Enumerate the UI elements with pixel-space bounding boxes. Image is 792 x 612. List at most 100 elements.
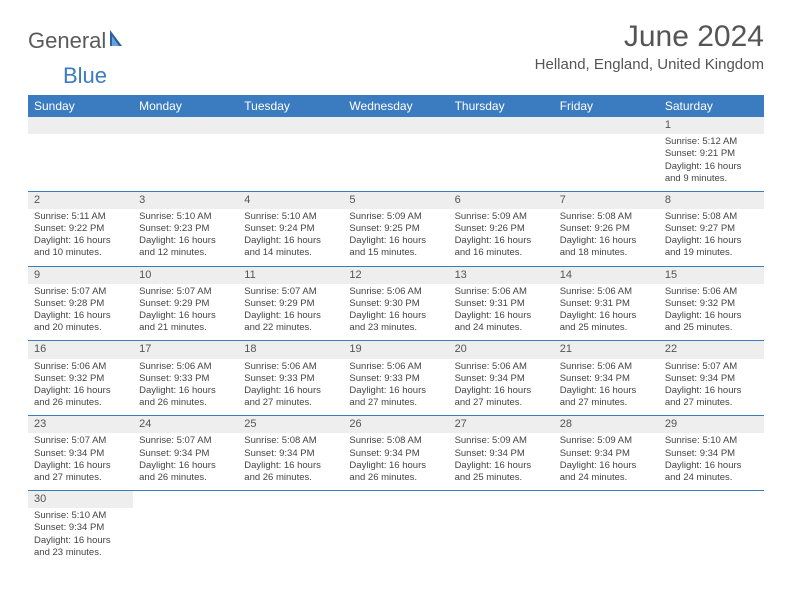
- calendar-cell: [343, 491, 448, 565]
- day-sunset: Sunset: 9:34 PM: [34, 448, 127, 460]
- day-number: 17: [133, 341, 238, 358]
- day-number: 27: [449, 416, 554, 433]
- day-content: Sunrise: 5:07 AMSunset: 9:34 PMDaylight:…: [659, 359, 764, 416]
- day-sunset: Sunset: 9:30 PM: [349, 298, 442, 310]
- calendar-cell: 19Sunrise: 5:06 AMSunset: 9:33 PMDayligh…: [343, 341, 448, 416]
- day-content: Sunrise: 5:08 AMSunset: 9:34 PMDaylight:…: [343, 433, 448, 490]
- calendar-cell: [238, 117, 343, 191]
- day-daylight1: Daylight: 16 hours: [665, 310, 758, 322]
- day-content: Sunrise: 5:07 AMSunset: 9:34 PMDaylight:…: [28, 433, 133, 490]
- dayname-fri: Friday: [554, 95, 659, 117]
- day-daylight1: Daylight: 16 hours: [34, 460, 127, 472]
- calendar-cell: 11Sunrise: 5:07 AMSunset: 9:29 PMDayligh…: [238, 266, 343, 341]
- calendar-cell: [449, 491, 554, 565]
- day-content: Sunrise: 5:06 AMSunset: 9:32 PMDaylight:…: [28, 359, 133, 416]
- calendar-cell: 6Sunrise: 5:09 AMSunset: 9:26 PMDaylight…: [449, 191, 554, 266]
- day-number: 15: [659, 267, 764, 284]
- calendar-cell: [238, 491, 343, 565]
- day-sunrise: Sunrise: 5:11 AM: [34, 211, 127, 223]
- day-content: Sunrise: 5:10 AMSunset: 9:24 PMDaylight:…: [238, 209, 343, 266]
- day-sunset: Sunset: 9:26 PM: [455, 223, 548, 235]
- day-sunrise: Sunrise: 5:06 AM: [455, 286, 548, 298]
- day-sunset: Sunset: 9:22 PM: [34, 223, 127, 235]
- day-number: 3: [133, 192, 238, 209]
- day-daylight1: Daylight: 16 hours: [349, 310, 442, 322]
- day-daylight2: and 24 minutes.: [560, 472, 653, 484]
- day-daylight2: and 25 minutes.: [560, 322, 653, 334]
- day-sunrise: Sunrise: 5:09 AM: [349, 211, 442, 223]
- day-number-blank: [343, 491, 448, 508]
- dayname-thu: Thursday: [449, 95, 554, 117]
- day-content: Sunrise: 5:11 AMSunset: 9:22 PMDaylight:…: [28, 209, 133, 266]
- calendar-cell: 24Sunrise: 5:07 AMSunset: 9:34 PMDayligh…: [133, 416, 238, 491]
- day-content: Sunrise: 5:10 AMSunset: 9:34 PMDaylight:…: [659, 433, 764, 490]
- brand-name-accent-wrap: Blue: [63, 63, 792, 89]
- calendar-cell: 8Sunrise: 5:08 AMSunset: 9:27 PMDaylight…: [659, 191, 764, 266]
- calendar-cell: [28, 117, 133, 191]
- day-sunrise: Sunrise: 5:06 AM: [34, 361, 127, 373]
- day-daylight1: Daylight: 16 hours: [455, 310, 548, 322]
- day-content: Sunrise: 5:08 AMSunset: 9:34 PMDaylight:…: [238, 433, 343, 490]
- day-number: 8: [659, 192, 764, 209]
- day-number-blank: [554, 491, 659, 508]
- day-sunset: Sunset: 9:21 PM: [665, 148, 758, 160]
- calendar-cell: 20Sunrise: 5:06 AMSunset: 9:34 PMDayligh…: [449, 341, 554, 416]
- day-daylight1: Daylight: 16 hours: [455, 235, 548, 247]
- calendar-cell: [554, 117, 659, 191]
- calendar-cell: 17Sunrise: 5:06 AMSunset: 9:33 PMDayligh…: [133, 341, 238, 416]
- day-daylight2: and 27 minutes.: [244, 397, 337, 409]
- day-daylight1: Daylight: 16 hours: [139, 235, 232, 247]
- day-content: Sunrise: 5:06 AMSunset: 9:32 PMDaylight:…: [659, 284, 764, 341]
- day-number-blank: [449, 491, 554, 508]
- day-content: Sunrise: 5:06 AMSunset: 9:31 PMDaylight:…: [554, 284, 659, 341]
- day-number: 9: [28, 267, 133, 284]
- day-number-blank: [554, 117, 659, 134]
- day-daylight1: Daylight: 16 hours: [244, 310, 337, 322]
- day-daylight2: and 19 minutes.: [665, 247, 758, 259]
- day-daylight2: and 26 minutes.: [349, 472, 442, 484]
- day-sunset: Sunset: 9:34 PM: [665, 448, 758, 460]
- day-content: Sunrise: 5:09 AMSunset: 9:34 PMDaylight:…: [449, 433, 554, 490]
- day-content: Sunrise: 5:09 AMSunset: 9:34 PMDaylight:…: [554, 433, 659, 490]
- day-number: 28: [554, 416, 659, 433]
- day-sunset: Sunset: 9:33 PM: [139, 373, 232, 385]
- day-sunrise: Sunrise: 5:10 AM: [244, 211, 337, 223]
- day-sunset: Sunset: 9:31 PM: [455, 298, 548, 310]
- day-number: 7: [554, 192, 659, 209]
- day-number: 4: [238, 192, 343, 209]
- day-sunset: Sunset: 9:33 PM: [349, 373, 442, 385]
- calendar-week-row: 23Sunrise: 5:07 AMSunset: 9:34 PMDayligh…: [28, 416, 764, 491]
- day-sunset: Sunset: 9:29 PM: [244, 298, 337, 310]
- calendar-week-row: 2Sunrise: 5:11 AMSunset: 9:22 PMDaylight…: [28, 191, 764, 266]
- day-daylight2: and 26 minutes.: [139, 397, 232, 409]
- day-number-blank: [659, 491, 764, 508]
- day-daylight2: and 10 minutes.: [34, 247, 127, 259]
- day-number: 24: [133, 416, 238, 433]
- calendar-cell: 9Sunrise: 5:07 AMSunset: 9:28 PMDaylight…: [28, 266, 133, 341]
- day-daylight2: and 24 minutes.: [665, 472, 758, 484]
- day-number: 22: [659, 341, 764, 358]
- calendar-cell: 3Sunrise: 5:10 AMSunset: 9:23 PMDaylight…: [133, 191, 238, 266]
- day-content: Sunrise: 5:07 AMSunset: 9:28 PMDaylight:…: [28, 284, 133, 341]
- day-sunrise: Sunrise: 5:06 AM: [139, 361, 232, 373]
- day-daylight2: and 16 minutes.: [455, 247, 548, 259]
- day-daylight1: Daylight: 16 hours: [139, 310, 232, 322]
- day-sunrise: Sunrise: 5:06 AM: [560, 286, 653, 298]
- day-daylight1: Daylight: 16 hours: [34, 535, 127, 547]
- day-daylight2: and 24 minutes.: [455, 322, 548, 334]
- day-number: 16: [28, 341, 133, 358]
- day-daylight2: and 26 minutes.: [244, 472, 337, 484]
- calendar-week-row: 30Sunrise: 5:10 AMSunset: 9:34 PMDayligh…: [28, 491, 764, 565]
- day-number: 5: [343, 192, 448, 209]
- day-content: Sunrise: 5:07 AMSunset: 9:29 PMDaylight:…: [133, 284, 238, 341]
- calendar-cell: 13Sunrise: 5:06 AMSunset: 9:31 PMDayligh…: [449, 266, 554, 341]
- day-daylight1: Daylight: 16 hours: [244, 235, 337, 247]
- day-number: 6: [449, 192, 554, 209]
- day-daylight2: and 15 minutes.: [349, 247, 442, 259]
- day-sunset: Sunset: 9:28 PM: [34, 298, 127, 310]
- day-sunset: Sunset: 9:34 PM: [244, 448, 337, 460]
- day-daylight2: and 23 minutes.: [349, 322, 442, 334]
- day-daylight1: Daylight: 16 hours: [455, 385, 548, 397]
- day-content: Sunrise: 5:10 AMSunset: 9:23 PMDaylight:…: [133, 209, 238, 266]
- day-content: Sunrise: 5:12 AMSunset: 9:21 PMDaylight:…: [659, 134, 764, 191]
